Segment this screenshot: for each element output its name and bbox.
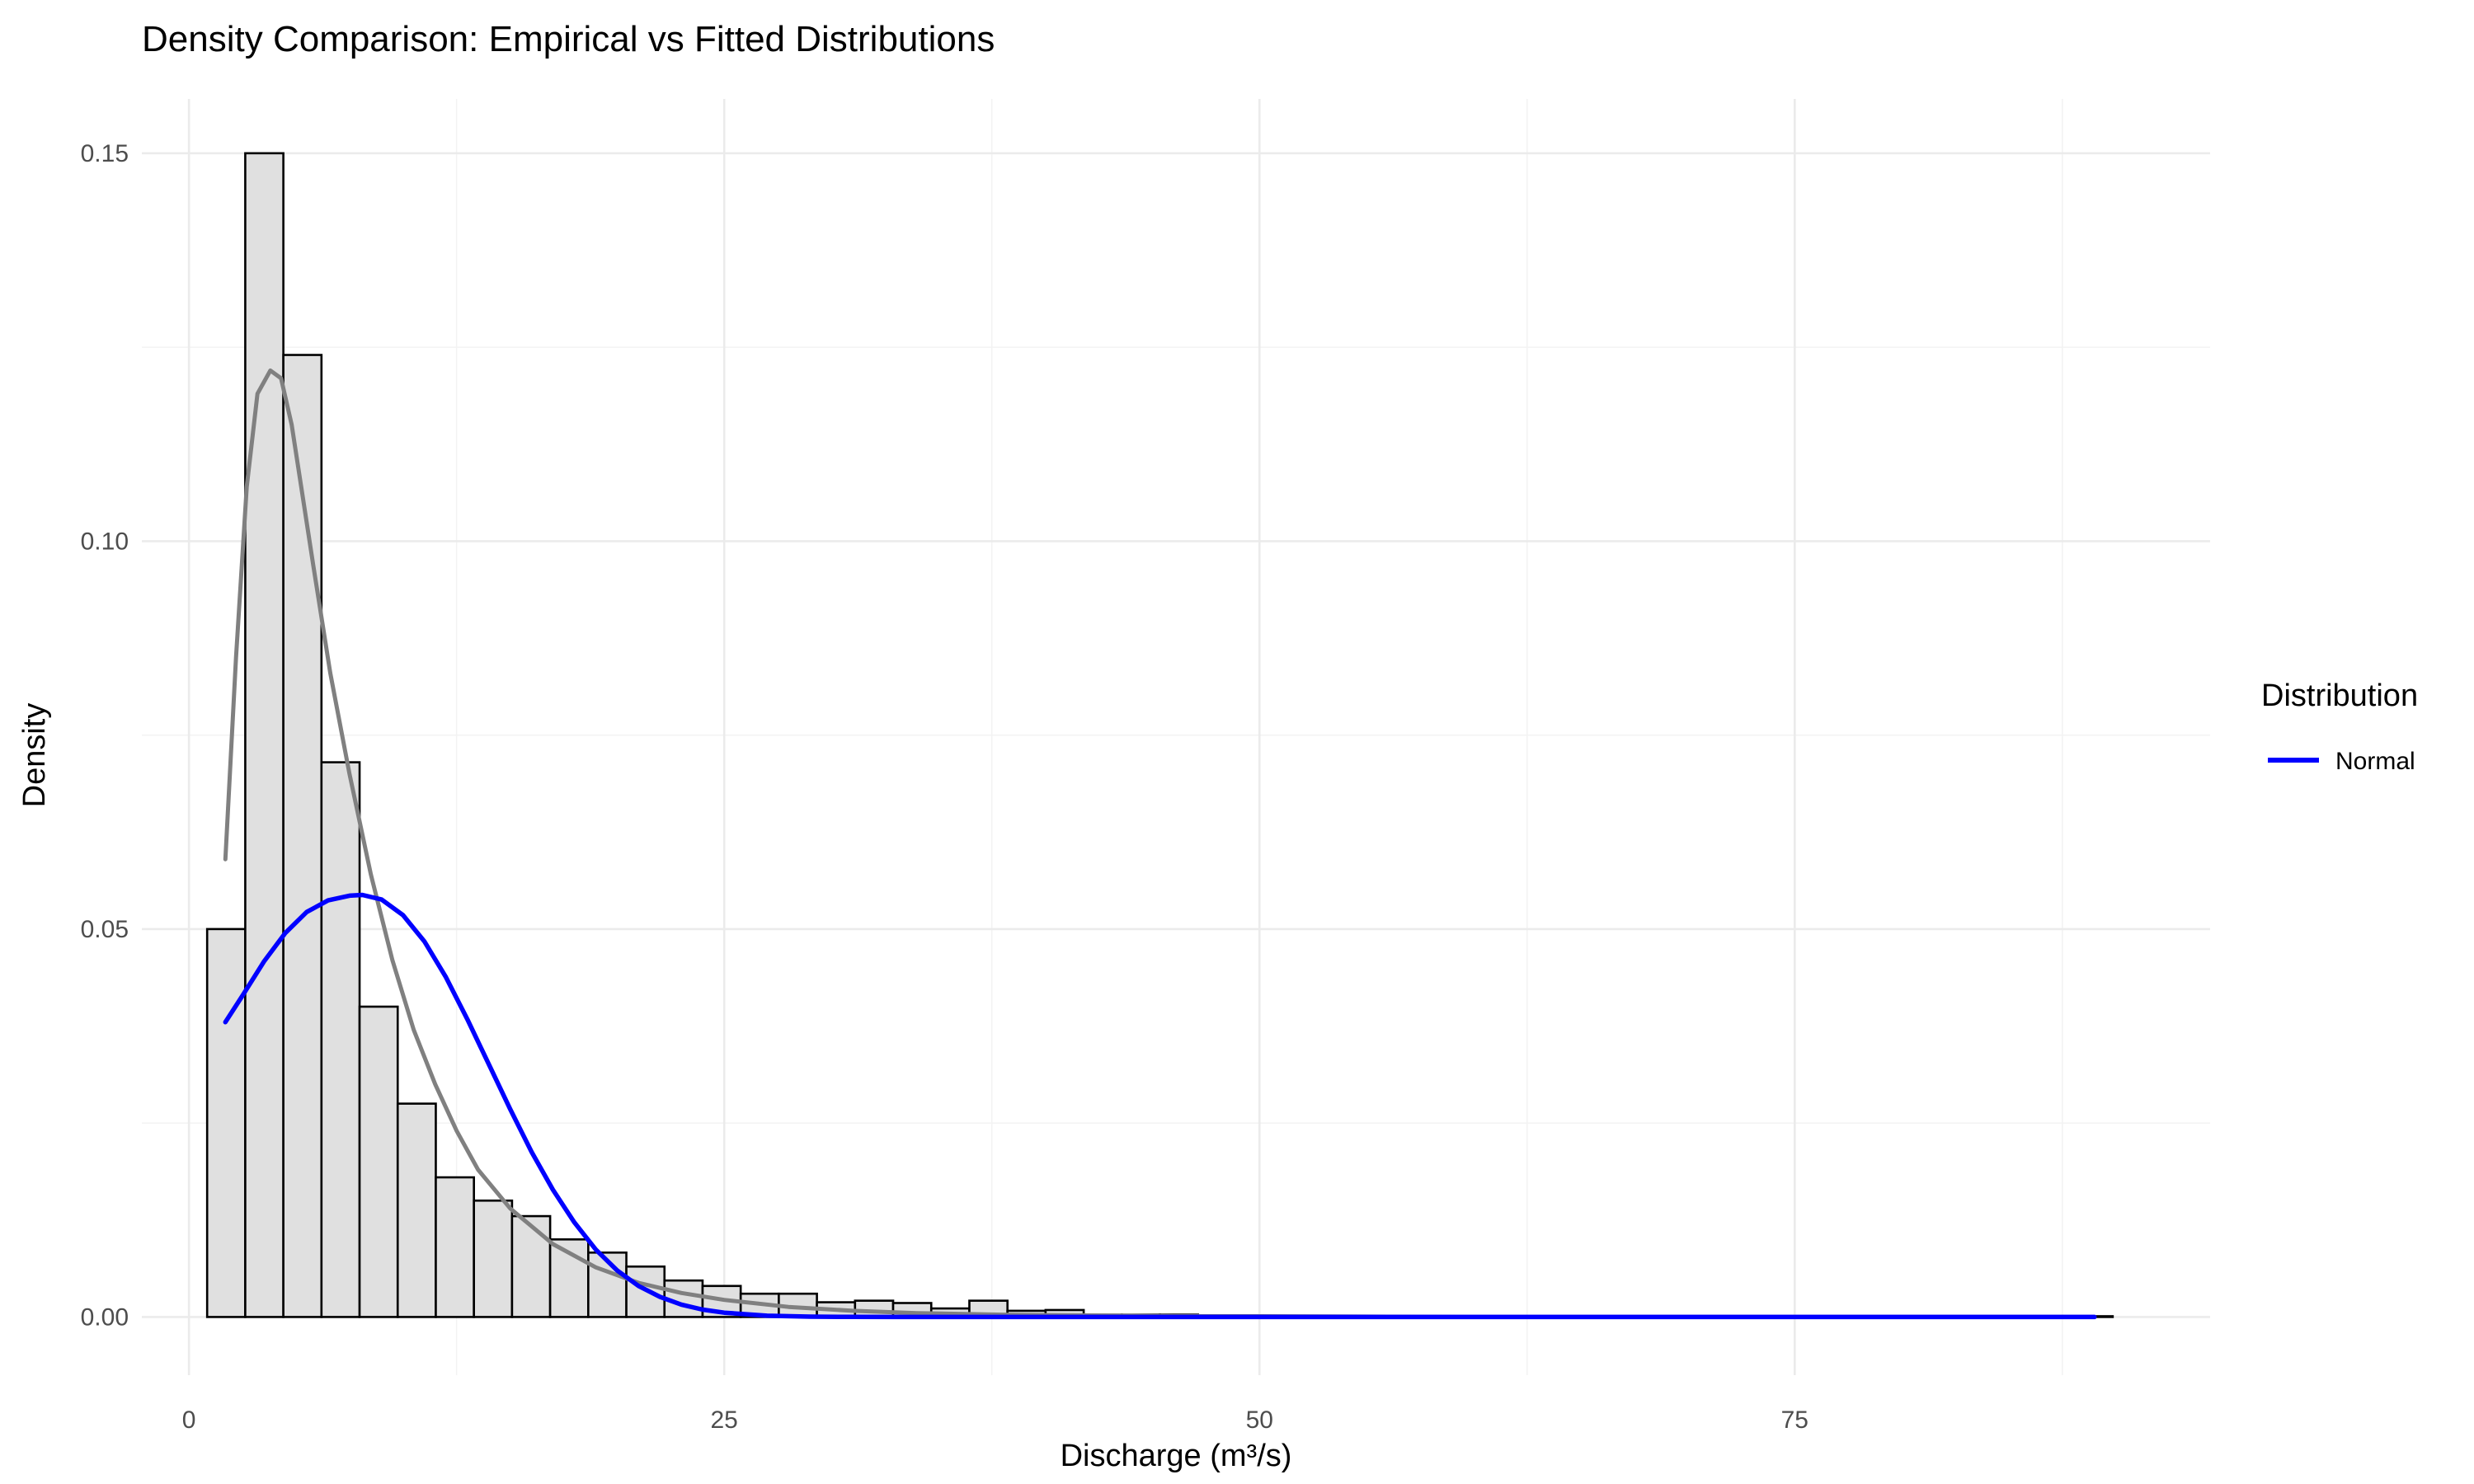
series-line-normal (223, 892, 2097, 1320)
x-tick-label: 0 (182, 1407, 196, 1434)
histogram-bar (396, 1102, 437, 1318)
histogram-bar (282, 354, 323, 1318)
y-axis-tick-labels: 0.00 0.05 0.10 0.15 (81, 140, 129, 1331)
y-tick-label: 0.00 (81, 1303, 129, 1331)
legend-title: Distribution (2261, 679, 2418, 713)
legend-label-normal: Normal (2335, 748, 2415, 775)
x-tick-label: 50 (1246, 1407, 1273, 1434)
series-line-empirical (223, 368, 2097, 1319)
density-lines (223, 368, 2097, 1320)
histogram-bar (435, 1176, 475, 1318)
histogram-bar (473, 1199, 514, 1318)
histogram-bar (854, 1299, 895, 1318)
x-tick-label: 75 (1781, 1407, 1808, 1434)
x-axis-tick-labels: 0 25 50 75 (182, 1407, 1808, 1434)
histogram-bar (320, 761, 361, 1318)
histogram-bar (510, 1214, 552, 1318)
y-tick-label: 0.15 (81, 140, 129, 167)
y-tick-label: 0.10 (81, 528, 129, 555)
y-tick-label: 0.05 (81, 916, 129, 943)
chart-title: Density Comparison: Empirical vs Fitted … (142, 19, 995, 59)
x-tick-label: 25 (710, 1407, 737, 1434)
histogram-bar (244, 152, 285, 1318)
histogram-bar (358, 1005, 399, 1318)
legend: Distribution Normal (2261, 679, 2418, 775)
x-axis-title: Discharge (m³/s) (1061, 1439, 1292, 1473)
histogram-bar (205, 928, 247, 1318)
minor-gridlines (142, 99, 2210, 1375)
y-axis-title: Density (17, 703, 52, 808)
